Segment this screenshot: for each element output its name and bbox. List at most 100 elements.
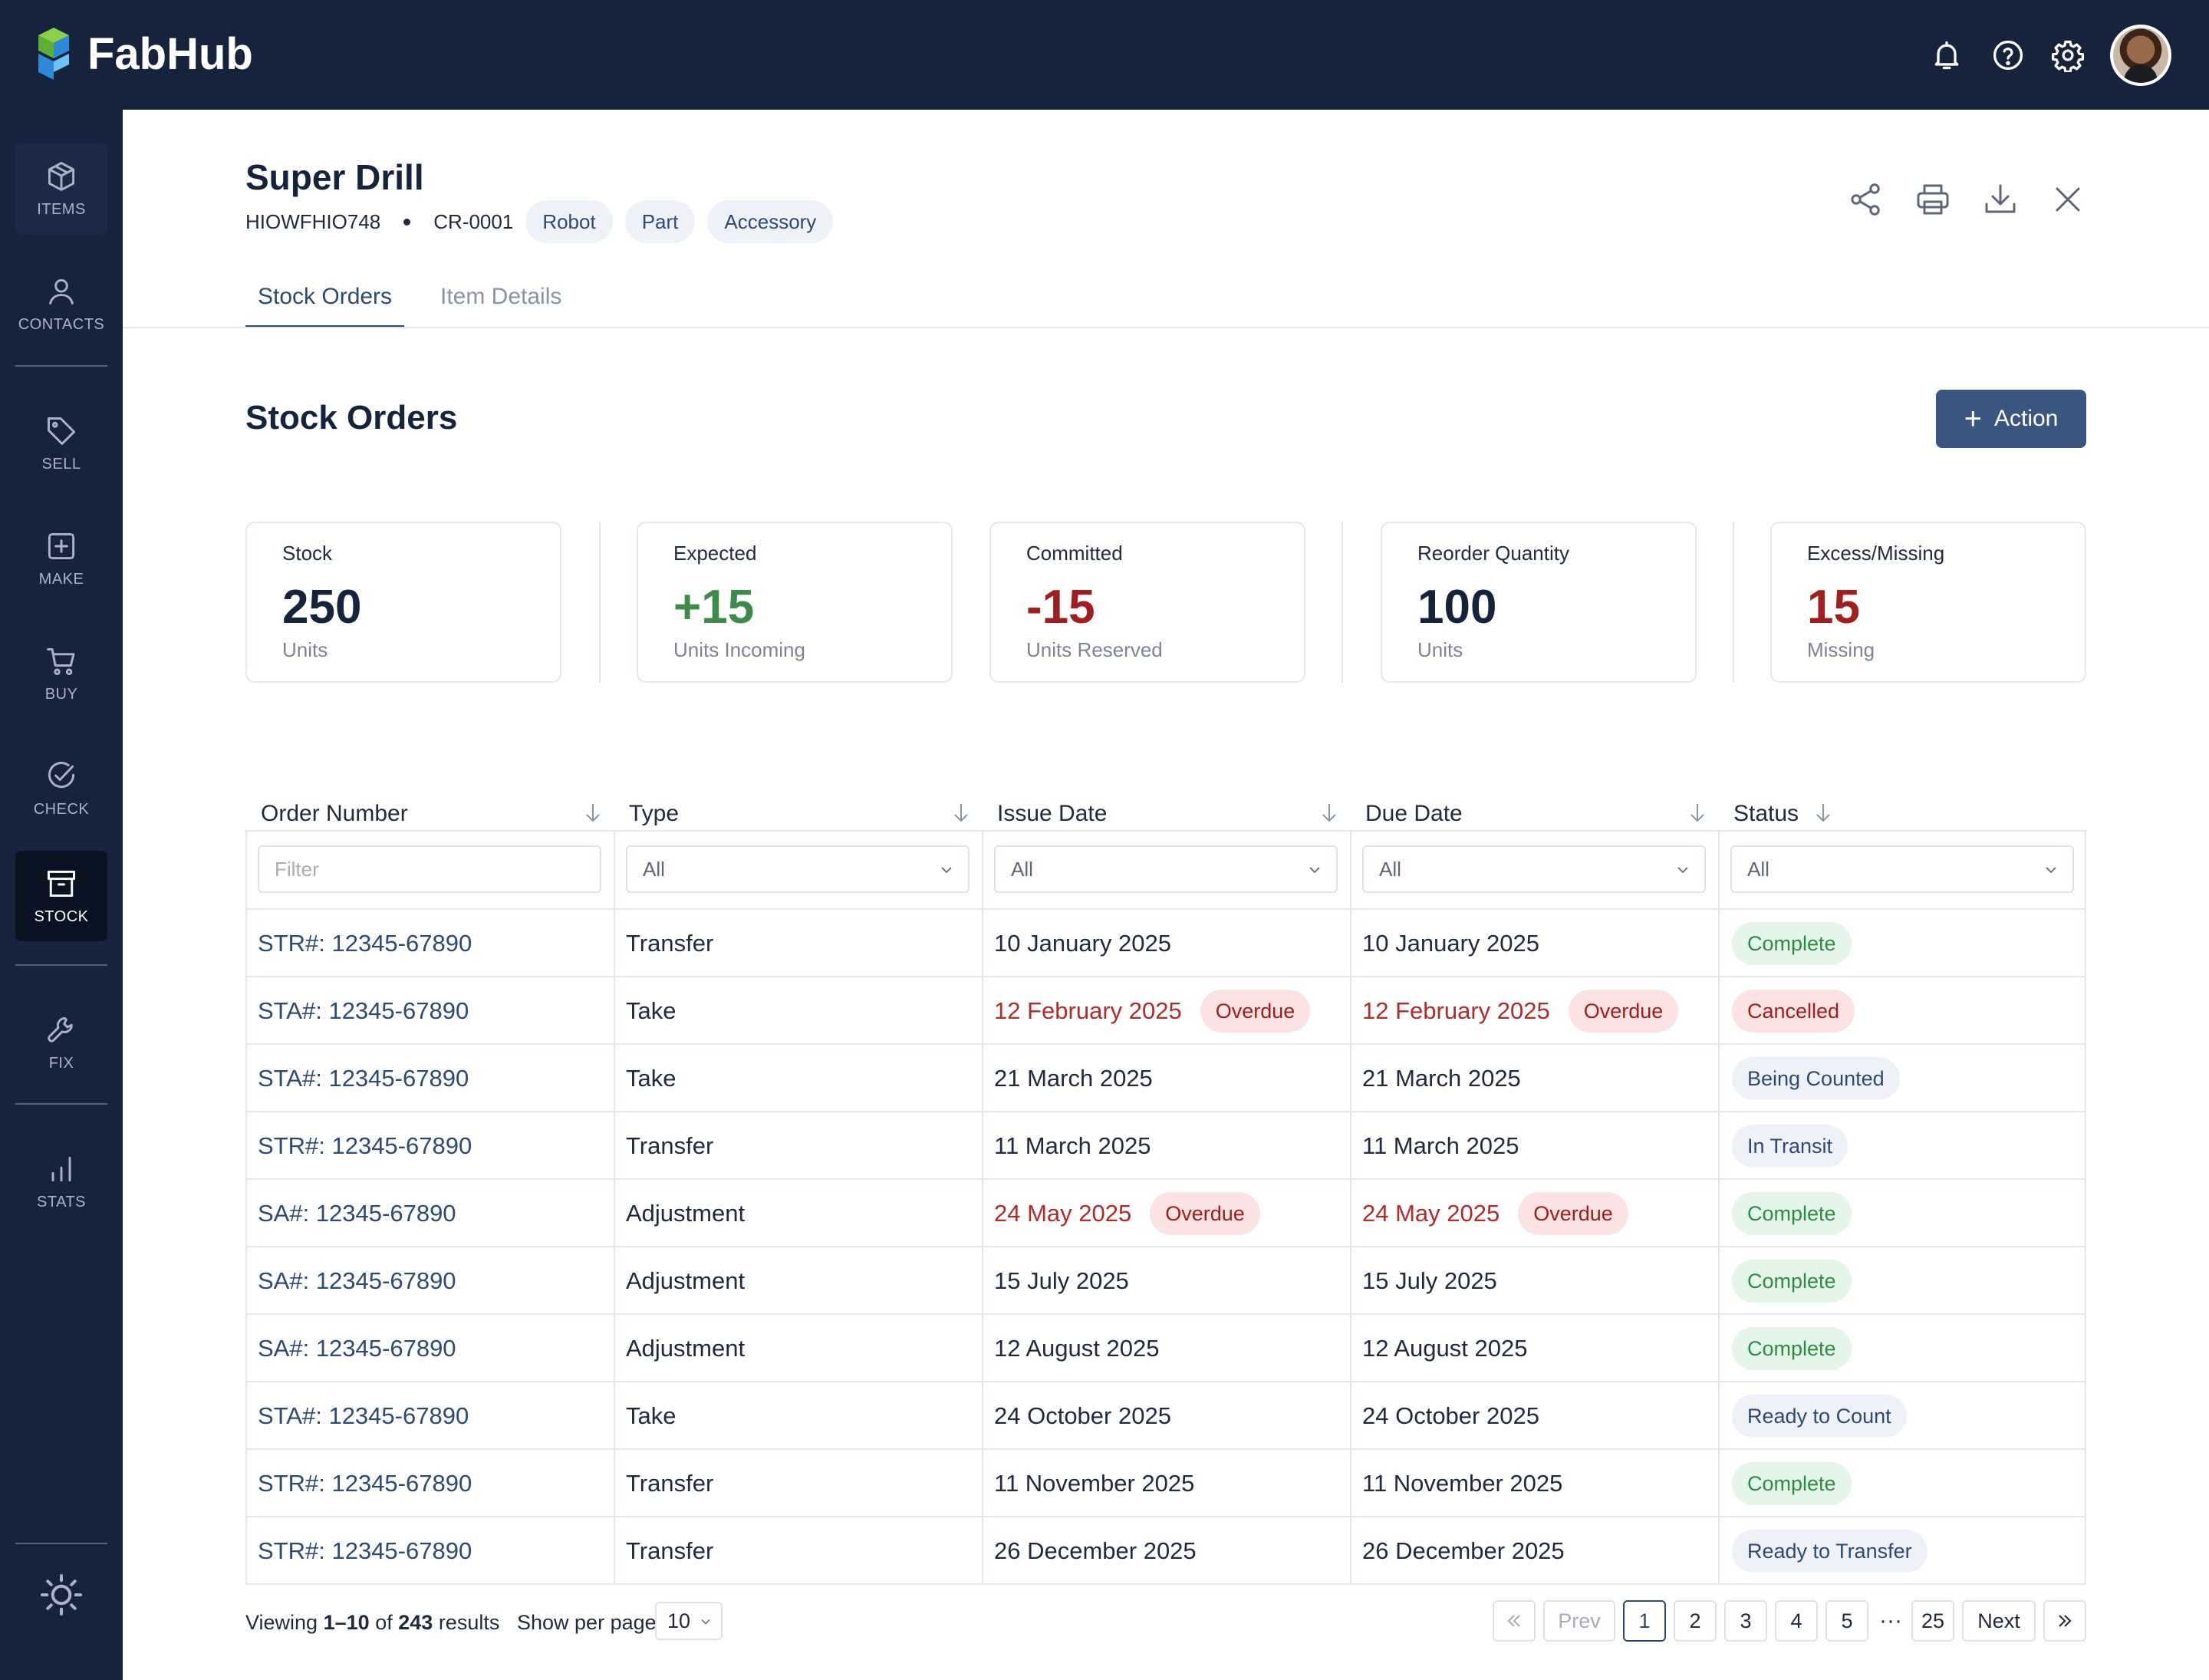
- sidebar-item-contacts[interactable]: CONTACTS: [15, 259, 107, 349]
- sort-arrow-icon[interactable]: [1686, 799, 1709, 827]
- wrench-icon: [48, 1016, 73, 1043]
- order-number-link[interactable]: STA#: 12345-67890: [258, 997, 469, 1024]
- order-number-filter-input[interactable]: Filter: [258, 845, 601, 893]
- order-number-link[interactable]: STR#: 12345-67890: [258, 1132, 472, 1159]
- per-page-select[interactable]: 10: [655, 1602, 723, 1640]
- sidebar-item-label: FIX: [48, 1054, 74, 1072]
- tag-chip[interactable]: Accessory: [707, 200, 834, 243]
- column-header-due-date[interactable]: Due Date: [1365, 801, 1463, 826]
- order-number-link[interactable]: STA#: 12345-67890: [258, 1065, 469, 1092]
- sidebar-item-fix[interactable]: FIX: [15, 997, 107, 1088]
- first-page-button[interactable]: [1493, 1600, 1536, 1642]
- app-name: FabHub: [87, 28, 253, 79]
- stat-label: Reorder Quantity: [1417, 542, 1569, 565]
- bell-icon[interactable]: [1928, 37, 1965, 74]
- share-icon[interactable]: [1847, 181, 1884, 218]
- app-logo[interactable]: FabHub: [35, 23, 253, 84]
- viewing-prefix: Viewing: [245, 1610, 318, 1634]
- column-header-order-number[interactable]: Order Number: [261, 801, 408, 826]
- due-date: 11 November 2025: [1362, 1470, 1563, 1497]
- user-icon: [48, 278, 74, 305]
- stat-label: Stock: [282, 542, 333, 565]
- last-page-button[interactable]: [2043, 1600, 2086, 1642]
- sort-arrow-icon[interactable]: [950, 799, 973, 827]
- order-number-link[interactable]: STA#: 12345-67890: [258, 1402, 469, 1429]
- due-date-filter-select[interactable]: All: [1362, 845, 1706, 893]
- tab-stock-orders[interactable]: Stock Orders: [245, 284, 405, 328]
- chevron-down-icon: [1309, 867, 1320, 874]
- due-date-cell: 24 October 2025: [1362, 1382, 1539, 1450]
- card-divider: [1342, 522, 1343, 683]
- prev-page-button[interactable]: Prev: [1543, 1600, 1615, 1642]
- row-divider: [245, 1448, 2086, 1450]
- plus-icon: +: [1964, 402, 1982, 436]
- order-number-link[interactable]: STR#: 12345-67890: [258, 1470, 472, 1497]
- order-number-link[interactable]: SA#: 12345-67890: [258, 1200, 456, 1227]
- archive-icon: [48, 870, 75, 897]
- print-icon[interactable]: [1914, 181, 1951, 218]
- item-code: HIOWFHIO748: [245, 209, 381, 233]
- order-number-link[interactable]: STR#: 12345-67890: [258, 1537, 472, 1564]
- chevrons-left-icon: [1507, 1615, 1520, 1627]
- stat-sub: Units: [282, 638, 328, 661]
- due-date: 10 January 2025: [1362, 930, 1539, 957]
- type-filter-select[interactable]: All: [626, 845, 970, 893]
- issue-date: 24 October 2025: [994, 1402, 1171, 1429]
- next-page-button[interactable]: Next: [1962, 1600, 2036, 1642]
- help-icon[interactable]: [1990, 37, 2026, 74]
- sidebar-item-sell[interactable]: SELL: [15, 398, 107, 489]
- issue-date-cell: 12 August 2025: [994, 1315, 1159, 1382]
- stat-value: 250: [282, 581, 362, 634]
- user-avatar[interactable]: [2110, 25, 2171, 86]
- due-date-cell: 12 August 2025: [1362, 1315, 1527, 1382]
- select-value: All: [1379, 857, 1401, 881]
- theme-toggle[interactable]: [15, 1556, 107, 1633]
- order-number-link[interactable]: SA#: 12345-67890: [258, 1335, 456, 1362]
- page-button-5[interactable]: 5: [1825, 1600, 1868, 1642]
- gear-icon[interactable]: [2049, 37, 2086, 74]
- page-button-1[interactable]: 1: [1623, 1600, 1666, 1642]
- stat-label: Expected: [673, 542, 757, 565]
- row-divider: [245, 1043, 2086, 1045]
- sort-arrow-icon[interactable]: [581, 799, 604, 827]
- sidebar-item-buy[interactable]: BUY: [15, 628, 107, 719]
- order-number-link[interactable]: STR#: 12345-67890: [258, 930, 472, 957]
- sidebar-item-stock[interactable]: STOCK: [15, 851, 107, 941]
- due-date-cell: 12 February 2025 Overdue: [1362, 977, 1679, 1045]
- sidebar-item-stats[interactable]: STATS: [15, 1136, 107, 1227]
- tag-chip[interactable]: Robot: [525, 200, 613, 243]
- sidebar-item-check[interactable]: CHECK: [15, 743, 107, 834]
- column-header-type[interactable]: Type: [629, 801, 680, 826]
- page-button-3[interactable]: 3: [1724, 1600, 1767, 1642]
- section-title: Stock Orders: [245, 399, 458, 436]
- action-button[interactable]: + Action: [1936, 390, 2086, 448]
- bar-chart-icon: [51, 1156, 71, 1181]
- tab-divider: [123, 327, 2209, 328]
- results-of: of: [375, 1610, 393, 1634]
- sidebar-divider: [15, 1543, 107, 1544]
- status-badge: Ready to Transfer: [1732, 1530, 1928, 1573]
- download-icon[interactable]: [1982, 181, 2019, 218]
- sidebar-item-label: CHECK: [33, 800, 90, 818]
- sidebar-item-label: STATS: [37, 1193, 86, 1211]
- column-divider: [982, 832, 983, 1585]
- sidebar-item-items[interactable]: ITEMS: [15, 143, 107, 234]
- row-divider: [245, 1381, 2086, 1382]
- column-header-issue-date[interactable]: Issue Date: [997, 801, 1108, 826]
- page-button-4[interactable]: 4: [1775, 1600, 1818, 1642]
- overdue-badge: Overdue: [1150, 1192, 1260, 1235]
- tab-item-details[interactable]: Item Details: [440, 284, 562, 309]
- sort-arrow-icon[interactable]: [1318, 799, 1341, 827]
- sort-arrow-icon[interactable]: [1812, 799, 1835, 827]
- sidebar-item-make[interactable]: MAKE: [15, 513, 107, 604]
- status-filter-select[interactable]: All: [1730, 845, 2074, 893]
- close-icon[interactable]: [2049, 181, 2086, 218]
- tag-chip[interactable]: Part: [624, 200, 696, 243]
- issue-date-filter-select[interactable]: All: [994, 845, 1338, 893]
- column-header-status[interactable]: Status: [1733, 801, 1799, 826]
- page-button-2[interactable]: 2: [1674, 1600, 1717, 1642]
- fabhub-logo-icon: [38, 28, 69, 80]
- page-button-last[interactable]: 25: [1911, 1600, 1954, 1642]
- order-number-link[interactable]: SA#: 12345-67890: [258, 1267, 456, 1294]
- issue-date-cell: 11 November 2025: [994, 1450, 1194, 1517]
